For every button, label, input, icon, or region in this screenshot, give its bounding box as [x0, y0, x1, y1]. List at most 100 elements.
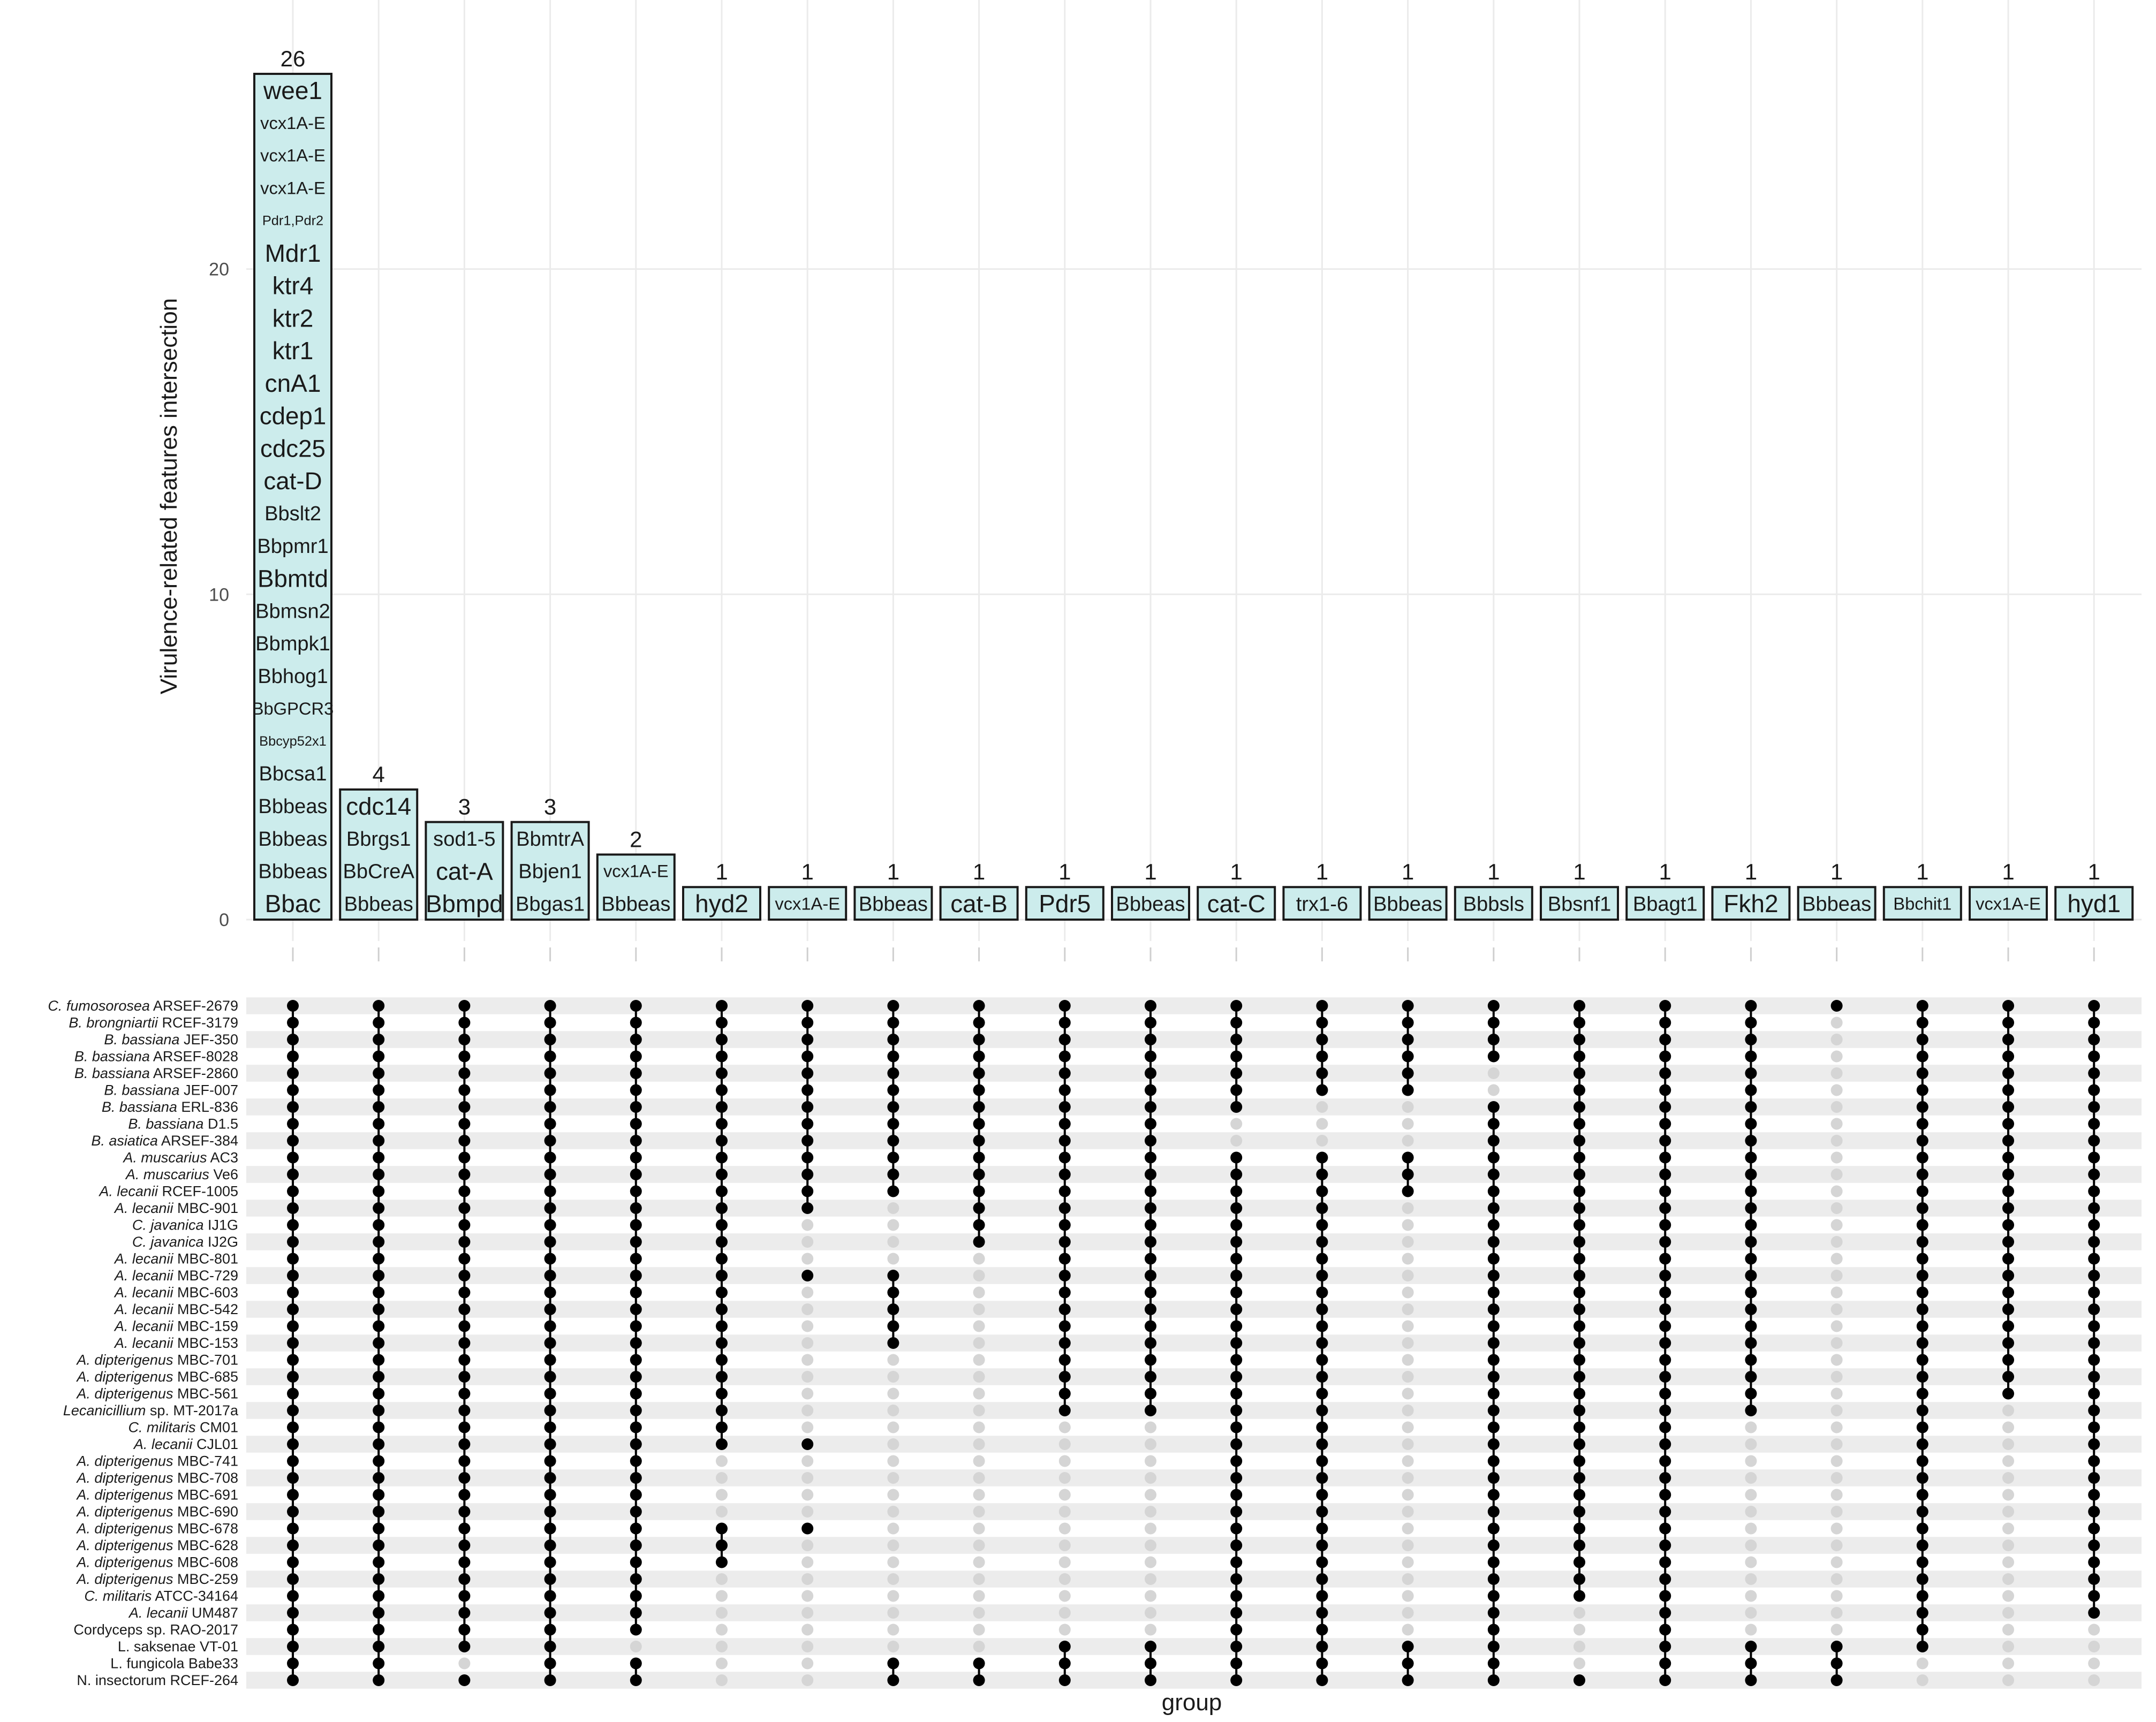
- membership-dot-present: [1573, 1438, 1585, 1450]
- membership-dot-absent: [887, 1472, 899, 1484]
- membership-dot-present: [1916, 1320, 1928, 1332]
- membership-dot-present: [1916, 1522, 1928, 1535]
- gene-label: cat-A: [436, 858, 493, 885]
- membership-dot-present: [2088, 1101, 2100, 1113]
- membership-dot-present: [458, 1219, 471, 1231]
- membership-dot-absent: [2088, 1641, 2100, 1652]
- membership-dot-absent: [801, 1455, 814, 1467]
- membership-dot-present: [458, 1371, 471, 1383]
- membership-dot-present: [1573, 1202, 1585, 1214]
- membership-dot-present: [1230, 1034, 1243, 1045]
- intersection-bar: [1969, 886, 2048, 921]
- membership-dot-present: [287, 1253, 299, 1265]
- membership-dot-present: [2002, 1016, 2014, 1029]
- gene-label: Bbsnf1: [1548, 893, 1612, 915]
- membership-dot-present: [1745, 1202, 1757, 1214]
- membership-dot-present: [1058, 1101, 1071, 1113]
- membership-dot-present: [1145, 1219, 1156, 1231]
- membership-dot-present: [1145, 1253, 1156, 1265]
- gene-label: Bbrgs1: [346, 828, 411, 851]
- set-label: L. saksenae VT-01: [118, 1638, 238, 1655]
- membership-dot-present: [1830, 1674, 1843, 1686]
- membership-dot-present: [1659, 1371, 1671, 1383]
- membership-dot-present: [2088, 1387, 2100, 1400]
- gene-label: vcx1A-E: [260, 113, 326, 133]
- membership-dot-present: [458, 1169, 471, 1180]
- gene-label: Bbmpk1: [255, 633, 330, 655]
- membership-dot-present: [1402, 1674, 1414, 1686]
- membership-dot-present: [287, 1016, 299, 1029]
- gene-label: vcx1A-E: [1976, 893, 2041, 913]
- gene-label: Bbac: [265, 890, 321, 917]
- membership-dot-absent: [973, 1624, 985, 1636]
- membership-dot-present: [287, 1539, 299, 1551]
- membership-dot-present: [1316, 1438, 1328, 1450]
- membership-dot-present: [1145, 1303, 1156, 1315]
- membership-dot-present: [1145, 1674, 1156, 1686]
- membership-dot-present: [716, 1169, 728, 1180]
- membership-dot-present: [1487, 1472, 1500, 1484]
- membership-dot-present: [287, 1506, 299, 1518]
- set-label: Cordyceps sp. RAO-2017: [73, 1622, 238, 1638]
- membership-dot-present: [2088, 1067, 2100, 1079]
- membership-dot-present: [630, 1169, 642, 1180]
- set-label: A. lecanii MBC-901: [114, 1200, 238, 1216]
- membership-dot-present: [544, 1539, 556, 1551]
- membership-dot-present: [1230, 1050, 1243, 1063]
- membership-dot-present: [1487, 1000, 1500, 1012]
- membership-dot-present: [1916, 1556, 1928, 1568]
- membership-dot-present: [287, 1320, 299, 1332]
- matrix-row-band: [246, 1132, 2142, 1149]
- membership-dot-present: [373, 1371, 385, 1383]
- membership-dot-present: [1316, 1489, 1328, 1501]
- membership-dot-absent: [801, 1371, 814, 1383]
- membership-dot-absent: [1830, 1219, 1843, 1231]
- membership-dot-present: [630, 1522, 642, 1535]
- membership-dot-absent: [1830, 1101, 1843, 1113]
- membership-dot-absent: [2002, 1506, 2014, 1518]
- membership-dot-present: [1145, 1000, 1156, 1012]
- set-label: A. dipterigenus MBC-701: [75, 1352, 238, 1368]
- membership-dot-present: [544, 1135, 556, 1147]
- membership-dot-present: [373, 1135, 385, 1147]
- set-label: A. lecanii CJL01: [133, 1436, 238, 1452]
- membership-dot-present: [1230, 1506, 1243, 1518]
- membership-dot-present: [287, 1169, 299, 1180]
- membership-dot-present: [1316, 1354, 1328, 1366]
- membership-dot-present: [973, 1135, 985, 1147]
- membership-dot-absent: [1745, 1539, 1757, 1551]
- membership-dot-present: [287, 1084, 299, 1096]
- membership-dot-present: [887, 1151, 899, 1164]
- membership-dot-absent: [801, 1219, 814, 1231]
- membership-dot-present: [1058, 1270, 1071, 1281]
- membership-dot-present: [716, 1151, 728, 1164]
- membership-dot-present: [373, 1016, 385, 1029]
- membership-dot-absent: [1058, 1438, 1071, 1450]
- membership-dot-absent: [1745, 1624, 1757, 1636]
- membership-dot-present: [287, 1135, 299, 1147]
- membership-dot-absent: [1402, 1202, 1414, 1214]
- membership-dot-present: [887, 1303, 899, 1315]
- membership-dot-present: [2002, 1034, 2014, 1045]
- membership-dot-present: [1145, 1016, 1156, 1029]
- membership-dot-present: [716, 1354, 728, 1366]
- membership-dot-present: [1745, 1185, 1757, 1197]
- membership-dot-present: [2002, 1000, 2014, 1012]
- membership-dot-present: [1830, 1657, 1843, 1670]
- membership-dot-present: [2002, 1270, 2014, 1281]
- membership-dot-present: [1573, 1253, 1585, 1265]
- membership-dot-absent: [2002, 1624, 2014, 1636]
- membership-dot-absent: [973, 1489, 985, 1501]
- intersection-count-label: 26: [281, 46, 306, 71]
- membership-dot-present: [1659, 1539, 1671, 1551]
- membership-dot-present: [1916, 1219, 1928, 1231]
- membership-dot-present: [801, 1034, 814, 1045]
- membership-dot-present: [1058, 1371, 1071, 1383]
- membership-dot-present: [716, 1135, 728, 1147]
- membership-dot-present: [1316, 1506, 1328, 1518]
- membership-dot-present: [973, 1050, 985, 1063]
- intersection-count-label: 3: [458, 794, 471, 820]
- membership-dot-present: [973, 1202, 985, 1214]
- membership-dot-present: [2002, 1151, 2014, 1164]
- membership-dot-present: [1659, 1185, 1671, 1197]
